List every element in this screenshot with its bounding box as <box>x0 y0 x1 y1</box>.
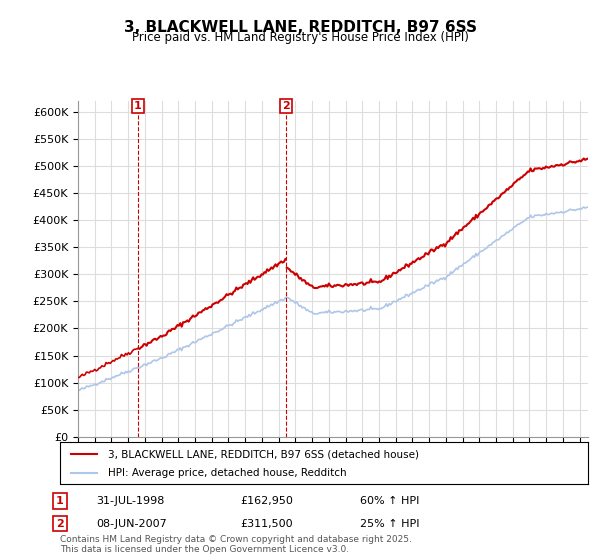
Text: £162,950: £162,950 <box>240 496 293 506</box>
Text: 1: 1 <box>56 496 64 506</box>
Text: 2: 2 <box>282 101 290 111</box>
Text: HPI: Average price, detached house, Redditch: HPI: Average price, detached house, Redd… <box>107 468 346 478</box>
Text: 08-JUN-2007: 08-JUN-2007 <box>96 519 167 529</box>
Text: Contains HM Land Registry data © Crown copyright and database right 2025.
This d: Contains HM Land Registry data © Crown c… <box>60 535 412 554</box>
Text: 2: 2 <box>56 519 64 529</box>
Text: 60% ↑ HPI: 60% ↑ HPI <box>360 496 419 506</box>
Text: Price paid vs. HM Land Registry's House Price Index (HPI): Price paid vs. HM Land Registry's House … <box>131 31 469 44</box>
Text: 31-JUL-1998: 31-JUL-1998 <box>96 496 164 506</box>
Text: 25% ↑ HPI: 25% ↑ HPI <box>360 519 419 529</box>
Text: 3, BLACKWELL LANE, REDDITCH, B97 6SS: 3, BLACKWELL LANE, REDDITCH, B97 6SS <box>124 20 476 35</box>
Text: 1: 1 <box>134 101 142 111</box>
Text: £311,500: £311,500 <box>240 519 293 529</box>
Text: 3, BLACKWELL LANE, REDDITCH, B97 6SS (detached house): 3, BLACKWELL LANE, REDDITCH, B97 6SS (de… <box>107 449 419 459</box>
